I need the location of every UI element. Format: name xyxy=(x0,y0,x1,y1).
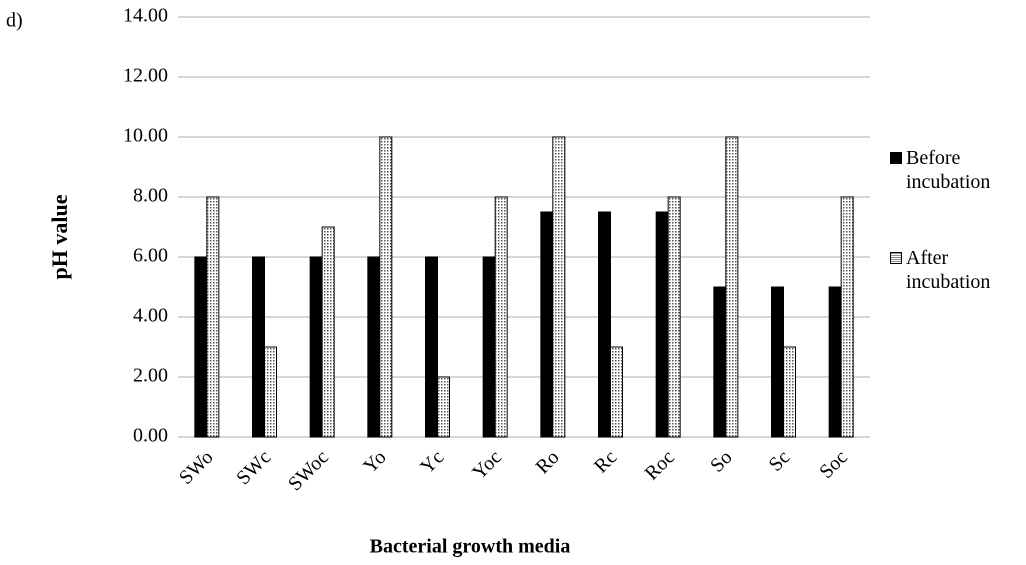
x-tick-label: Ro xyxy=(532,446,564,478)
bar xyxy=(828,286,842,438)
bar xyxy=(598,211,611,438)
y-tick-label: 14.00 xyxy=(123,5,168,27)
x-tick-label: SWo xyxy=(175,446,218,489)
legend-swatch xyxy=(890,252,902,264)
bar xyxy=(206,196,220,438)
legend-item: Before incubation xyxy=(890,146,1026,194)
panel-label: d) xyxy=(6,10,23,32)
x-tick-label: Soc xyxy=(815,446,852,483)
y-tick-label: 4.00 xyxy=(133,305,168,327)
bar xyxy=(840,196,854,438)
y-tick-label: 6.00 xyxy=(133,245,168,267)
bar xyxy=(540,211,554,438)
x-tick-label: Roc xyxy=(641,446,679,484)
bar xyxy=(655,211,669,438)
bar xyxy=(367,256,381,438)
bar xyxy=(437,376,450,438)
bar xyxy=(771,286,784,438)
bar xyxy=(713,286,727,438)
bar xyxy=(194,256,208,438)
bar xyxy=(667,196,681,438)
bar xyxy=(425,256,438,438)
x-tick-label: SWc xyxy=(232,446,275,489)
bar xyxy=(725,136,739,438)
legend-swatch xyxy=(890,152,902,164)
bar xyxy=(252,256,265,438)
legend-label: Before incubation xyxy=(906,147,991,193)
y-tick-label: 10.00 xyxy=(123,125,168,147)
y-axis-label: pH value xyxy=(47,194,72,279)
bar xyxy=(264,346,277,438)
bar xyxy=(783,346,796,438)
y-tick-label: 2.00 xyxy=(133,365,168,387)
bar xyxy=(321,226,335,438)
legend-label: After incubation xyxy=(906,247,991,293)
bar xyxy=(552,136,566,438)
bar xyxy=(494,196,508,438)
x-tick-label: Yc xyxy=(416,446,448,478)
x-axis-label: Bacterial growth media xyxy=(370,536,571,558)
legend-item: After incubation xyxy=(890,246,1026,294)
bar xyxy=(482,256,496,438)
y-tick-label: 8.00 xyxy=(133,185,168,207)
x-tick-label: Yoc xyxy=(468,446,506,484)
x-tick-label: So xyxy=(706,446,736,476)
bar xyxy=(309,256,323,438)
x-tick-label: Yo xyxy=(359,446,390,477)
x-tick-label: Sc xyxy=(765,446,795,476)
y-tick-label: 12.00 xyxy=(123,65,168,87)
bar xyxy=(610,346,623,438)
y-tick-label: 0.00 xyxy=(133,425,168,447)
bar xyxy=(379,136,393,438)
x-tick-label: Rc xyxy=(590,446,621,477)
x-tick-label: SWoc xyxy=(284,446,333,495)
